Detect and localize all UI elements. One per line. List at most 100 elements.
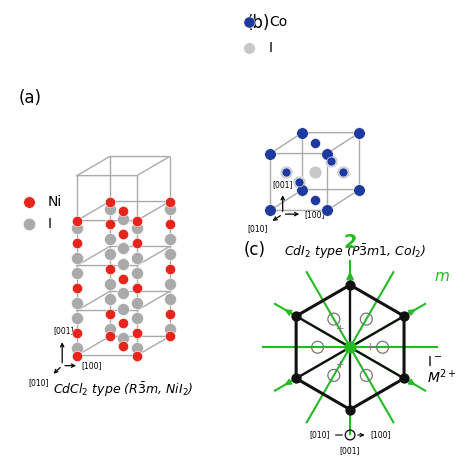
Text: [100]: [100] [371, 431, 391, 439]
Point [106, 265, 113, 273]
Text: Ni: Ni [48, 195, 62, 209]
Point [283, 168, 290, 175]
Point [106, 206, 113, 213]
Point [133, 344, 141, 351]
Point [266, 150, 274, 157]
Text: I$^-$: I$^-$ [427, 356, 442, 369]
Point [106, 310, 113, 318]
Text: 2: 2 [343, 233, 357, 252]
Point [133, 299, 141, 307]
Text: CdCl$_2$ type ($R\bar{3}m$, NiI$_2$): CdCl$_2$ type ($R\bar{3}m$, NiI$_2$) [53, 380, 193, 399]
Point [166, 310, 173, 318]
Text: (c): (c) [244, 241, 266, 259]
Point [119, 244, 127, 252]
Text: [001]: [001] [340, 446, 360, 455]
Point [106, 198, 113, 205]
Point [311, 139, 319, 147]
Point [400, 375, 408, 382]
Point [346, 406, 354, 413]
Text: $m$: $m$ [434, 269, 450, 284]
Point [133, 269, 141, 277]
Text: [100]: [100] [304, 210, 325, 219]
Point [253, 59, 261, 66]
Point [133, 329, 141, 337]
Point [327, 157, 335, 165]
Point [323, 150, 331, 157]
Text: -: - [358, 360, 362, 370]
Point [311, 168, 319, 175]
Text: (a): (a) [18, 88, 42, 106]
Point [166, 250, 173, 258]
Text: [001]: [001] [53, 326, 73, 335]
Point [73, 352, 81, 359]
Point [73, 299, 81, 307]
Point [106, 325, 113, 332]
Point [133, 352, 141, 359]
Point [292, 313, 300, 320]
Point [133, 254, 141, 262]
Text: [010]: [010] [29, 379, 49, 388]
Point [133, 225, 141, 232]
Point [119, 342, 127, 350]
Text: CdI$_2$ type ($P\bar{3}m1$, CoI$_2$): CdI$_2$ type ($P\bar{3}m1$, CoI$_2$) [284, 243, 427, 261]
Text: I: I [48, 217, 52, 231]
Point [73, 314, 81, 322]
Point [73, 217, 81, 224]
Point [106, 280, 113, 288]
Point [119, 320, 127, 327]
Text: [010]: [010] [247, 225, 268, 234]
Point [166, 198, 173, 205]
Point [119, 230, 127, 237]
Point [73, 225, 81, 232]
Point [327, 157, 335, 165]
Point [73, 284, 81, 292]
Text: $M^{2+}$: $M^{2+}$ [427, 368, 457, 386]
Point [166, 280, 173, 288]
Point [133, 239, 141, 247]
Point [166, 265, 173, 273]
Point [356, 129, 363, 137]
Point [166, 206, 173, 213]
Text: I: I [269, 41, 273, 56]
Point [283, 168, 290, 175]
Point [119, 305, 127, 313]
Point [295, 178, 302, 186]
Point [339, 168, 347, 175]
Text: [001]: [001] [273, 180, 293, 189]
Point [119, 335, 127, 342]
Text: -: - [358, 325, 362, 334]
Point [133, 314, 141, 322]
Point [106, 250, 113, 258]
Point [16, 196, 23, 204]
Text: [100]: [100] [81, 361, 101, 370]
Text: Co: Co [269, 15, 287, 29]
Point [166, 295, 173, 303]
Point [16, 217, 23, 224]
Point [73, 269, 81, 277]
Point [106, 220, 113, 228]
Point [266, 207, 274, 214]
Text: +: + [336, 325, 344, 334]
Text: [010]: [010] [309, 431, 329, 439]
Point [346, 344, 354, 351]
Point [299, 186, 306, 193]
Point [73, 254, 81, 262]
Point [166, 333, 173, 340]
Text: (b): (b) [246, 13, 270, 31]
Point [292, 375, 300, 382]
Point [106, 333, 113, 340]
Text: -: - [328, 342, 331, 352]
Point [311, 196, 319, 204]
Point [339, 168, 347, 175]
Point [356, 186, 363, 193]
Point [73, 329, 81, 337]
Point [133, 217, 141, 224]
Point [346, 281, 354, 288]
Point [166, 220, 173, 228]
Point [166, 235, 173, 243]
Point [253, 36, 261, 44]
Point [119, 275, 127, 282]
Point [323, 207, 331, 214]
Point [119, 207, 127, 215]
Point [295, 178, 302, 186]
